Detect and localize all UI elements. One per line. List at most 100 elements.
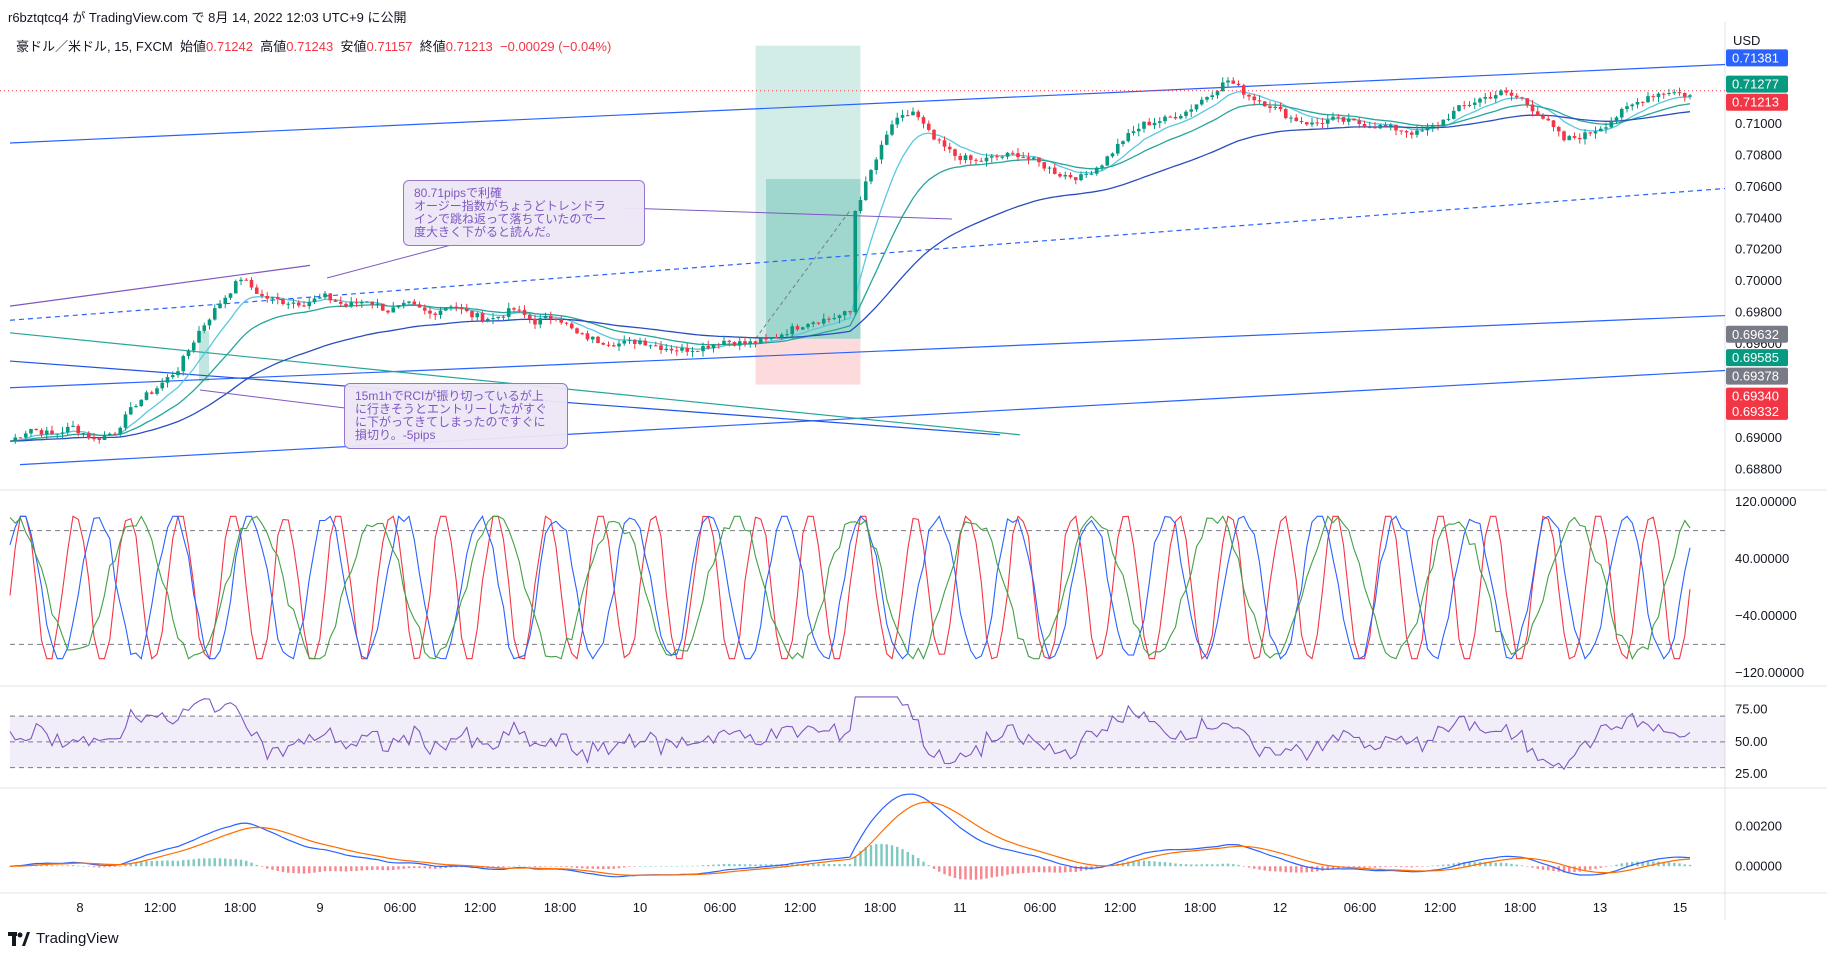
first-trade-zone <box>199 331 209 382</box>
macd-pane[interactable]: 0.00200 0.00000 <box>8 793 1782 880</box>
candle-body <box>958 155 963 161</box>
candle-body <box>911 111 915 116</box>
rci-tick-label: 40.00000 <box>1735 551 1789 566</box>
macd-histogram-bar <box>1321 866 1324 871</box>
macd-histogram-bar <box>234 859 237 867</box>
rci-tick-label: −120.00000 <box>1735 665 1804 680</box>
macd-histogram-bar <box>1179 863 1182 867</box>
macd-histogram-bar <box>980 866 983 880</box>
candle-body <box>407 301 411 303</box>
macd-histogram-bar <box>1547 866 1550 871</box>
candle-body <box>989 156 994 158</box>
candle-body <box>638 340 642 344</box>
macd-histogram-bar <box>50 865 54 867</box>
rsi-pane[interactable]: 75.00 50.00 25.00 <box>9 696 1768 781</box>
macd-histogram-bar <box>1043 866 1046 873</box>
macd-histogram-bar <box>1037 866 1041 873</box>
candle-body <box>291 302 296 304</box>
candle-body <box>554 318 558 320</box>
candle-body <box>800 327 805 330</box>
macd-histogram-bar <box>176 860 180 867</box>
candle-body <box>1362 123 1367 128</box>
macd-histogram-bar <box>1064 866 1067 873</box>
candle-body <box>1110 153 1115 157</box>
candle-body <box>1304 122 1309 125</box>
macd-histogram-bar <box>822 863 825 867</box>
macd-histogram-bar <box>1683 864 1686 867</box>
ma-fast-line <box>9 90 1691 442</box>
macd-histogram-bar <box>1610 865 1613 867</box>
take-profit-note[interactable]: 80.71pipsで利確 オージー指数がちょうどトレンドラ インで跳ね返って落ち… <box>403 180 645 246</box>
macd-histogram-bar <box>896 846 899 867</box>
candle-body <box>1488 96 1493 99</box>
macd-histogram-bar <box>1394 866 1398 868</box>
candle-body <box>391 307 396 313</box>
candle-body <box>1026 157 1031 159</box>
macd-histogram-bar <box>754 864 757 867</box>
macd-histogram-bar <box>1016 866 1020 874</box>
candle-body <box>491 318 495 320</box>
macd-histogram-bar <box>449 866 453 868</box>
macd-histogram-bar <box>1536 866 1539 869</box>
macd-histogram-bar <box>497 866 500 868</box>
time-axis[interactable]: 8 12:00 18:00 9 06:00 12:00 18:00 10 06:00 12:00 1… <box>76 900 1687 915</box>
candle-body <box>449 306 453 308</box>
low-value: 0.71157 <box>366 39 413 54</box>
candle-body <box>433 313 438 315</box>
candle-body <box>354 302 359 304</box>
candle-body <box>113 433 117 435</box>
symbol-name[interactable]: 豪ドル／米ドル, 15, FXCM <box>16 39 173 54</box>
candle-body <box>1661 93 1666 95</box>
macd-histogram-bar <box>1069 866 1072 873</box>
candle-body <box>55 433 60 435</box>
candle-body <box>758 338 763 344</box>
macd-histogram-bar <box>848 864 852 867</box>
macd-histogram-bar <box>1484 862 1487 867</box>
note-connector <box>622 207 953 220</box>
macd-line <box>9 793 1691 878</box>
candle-body <box>323 293 327 298</box>
macd-histogram-bar <box>759 864 762 867</box>
price-tick-label: 0.70800 <box>1735 148 1782 163</box>
candle-body <box>1467 104 1472 106</box>
macd-histogram-bar <box>749 864 752 867</box>
macd-histogram-bar <box>1400 866 1403 868</box>
time-tick-label: 13 <box>1593 900 1607 915</box>
candle-body <box>942 140 947 147</box>
stop-loss-note[interactable]: 15m1hでRCIが振り切っているが上 に行きそうとエントリーしたがすぐ に下が… <box>344 383 568 449</box>
macd-histogram-bar <box>838 864 841 867</box>
candle-body <box>596 336 600 343</box>
macd-histogram-bar <box>455 866 458 868</box>
candle-body <box>753 341 758 344</box>
macd-histogram-bar <box>255 864 258 867</box>
macd-histogram-bar <box>365 866 369 871</box>
price-axis[interactable]: 0.71000 0.70800 0.70600 0.70400 0.70200 0.700… <box>1726 49 1788 476</box>
price-badge-label: 0.71277 <box>1732 77 1779 92</box>
macd-histogram-bar <box>617 866 621 869</box>
macd-histogram-bar <box>397 866 400 870</box>
macd-histogram-bar <box>691 865 694 867</box>
time-tick-label: 18:00 <box>544 900 577 915</box>
price-pane[interactable] <box>0 45 1726 466</box>
candle-body <box>1283 109 1288 119</box>
macd-histogram-bar <box>1195 864 1198 867</box>
macd-histogram-bar <box>423 866 426 869</box>
macd-histogram-bar <box>843 863 846 867</box>
candle-body <box>485 318 490 321</box>
macd-histogram-bar <box>927 865 930 867</box>
candle-body <box>622 340 627 344</box>
candle-body <box>1352 118 1356 121</box>
macd-histogram-bar <box>208 858 211 867</box>
candle-body <box>685 348 690 352</box>
candle-body <box>1551 120 1556 128</box>
candle-body <box>1630 104 1635 107</box>
macd-histogram-bar <box>98 866 101 868</box>
candle-body <box>1341 117 1346 122</box>
tradingview-logo[interactable]: TradingView <box>8 930 119 947</box>
candle-body <box>1493 95 1498 99</box>
candle-body <box>1598 128 1603 132</box>
macd-histogram-bar <box>1426 866 1429 867</box>
rci-pane[interactable]: 120.00000 40.00000 −40.00000 −120.00000 <box>9 494 1804 680</box>
candle-body <box>953 149 957 156</box>
